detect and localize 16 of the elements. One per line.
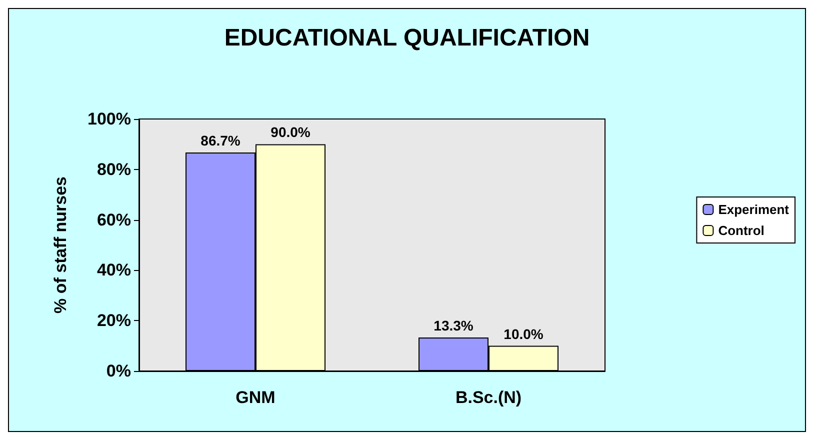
data-label: 90.0% xyxy=(270,124,311,140)
data-label: 10.0% xyxy=(504,326,544,342)
legend-label: Experiment xyxy=(718,202,790,217)
y-tick-label: 60% xyxy=(96,210,131,230)
data-label: 86.7% xyxy=(200,132,241,149)
y-tick-label: 100% xyxy=(88,110,131,128)
data-label: 13.3% xyxy=(434,317,474,334)
y-tick-label: 0% xyxy=(106,362,131,380)
legend-label: Control xyxy=(718,223,764,238)
y-tick-label: 80% xyxy=(96,160,131,179)
x-tick-label: B.Sc.(N) xyxy=(455,388,522,407)
chart-title: EDUCATIONAL QUALIFICATION xyxy=(224,24,590,52)
y-axis-title: % of staff nurses xyxy=(51,176,70,314)
y-tick-label: 40% xyxy=(96,260,131,280)
y-tick-label: 20% xyxy=(96,311,131,330)
x-tick-label: GNM xyxy=(236,388,276,407)
